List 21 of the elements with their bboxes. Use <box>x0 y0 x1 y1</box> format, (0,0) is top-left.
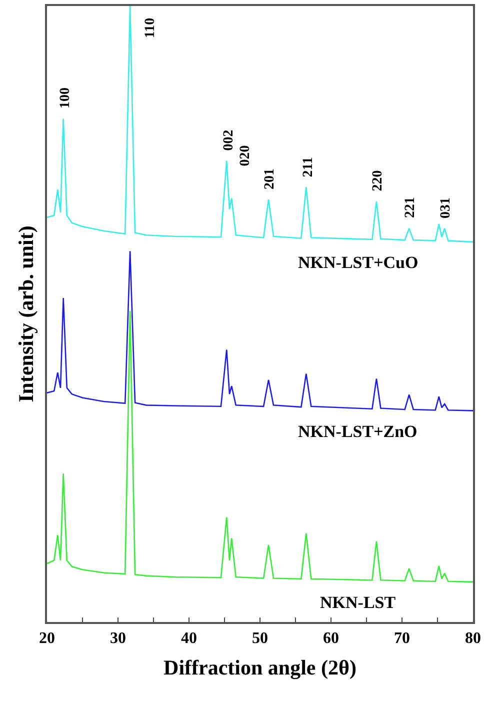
annotation: 211 <box>301 157 316 178</box>
x-tick-label: 70 <box>394 630 410 647</box>
annotation: 110 <box>143 18 158 38</box>
series-label: NKN-LST <box>320 593 396 612</box>
annotation: 100 <box>58 88 74 109</box>
x-tick-label: 60 <box>323 630 339 647</box>
annotation: 020 <box>238 145 253 166</box>
x-tick-label: 80 <box>465 630 481 647</box>
annotation: 002 <box>222 130 237 151</box>
x-tick-label: 40 <box>181 630 197 647</box>
series-label: NKN-LST+ZnO <box>298 422 418 441</box>
annotation: 031 <box>438 197 454 218</box>
annotation: 220 <box>370 170 386 192</box>
annotation: 221 <box>403 196 418 218</box>
x-tick-label: 30 <box>110 630 126 647</box>
annotation: 201 <box>262 168 278 190</box>
series-label: NKN-LST+CuO <box>298 253 418 272</box>
x-tick-label: 20 <box>39 630 55 647</box>
x-axis-title: Diffraction angle (2θ) <box>164 656 356 680</box>
y-axis-title: Intensity (arb. unit) <box>14 226 38 402</box>
x-tick-label: 50 <box>252 630 268 647</box>
